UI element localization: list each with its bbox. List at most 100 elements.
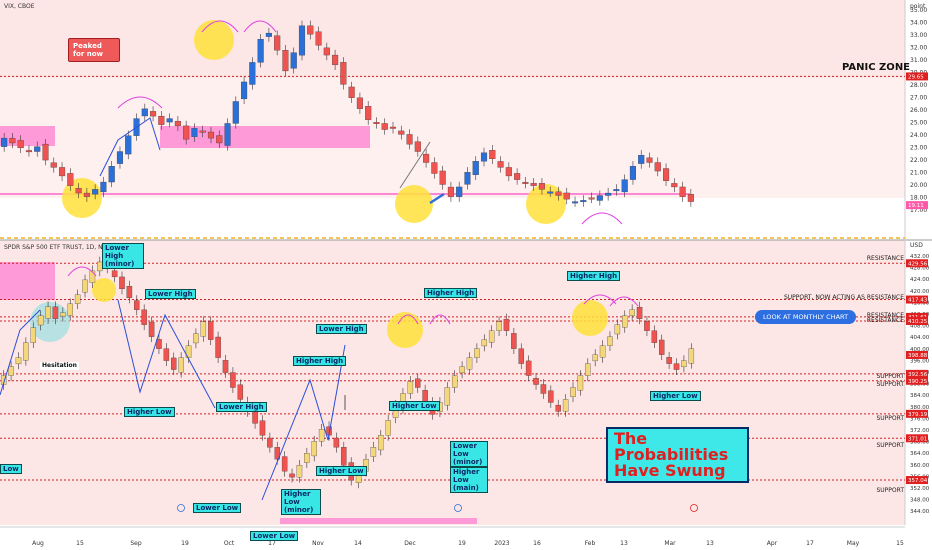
ann-higher-low-2: Higher Low — [389, 401, 440, 411]
vix-candle-68 — [563, 192, 570, 200]
top-tick-2: 33.00 — [910, 32, 927, 39]
vix-candle-12 — [100, 181, 107, 193]
bottom-tick-15: 372.00 — [910, 428, 930, 434]
top-tick-16: 17.00 — [910, 207, 927, 214]
ann-low-left: Low — [0, 464, 22, 474]
spy-trend-a — [0, 309, 41, 396]
spy-candle-16 — [119, 276, 125, 290]
vix-candle-61 — [505, 167, 512, 177]
vix-candle-48 — [398, 130, 405, 135]
vix-arc-1 — [201, 20, 239, 33]
top-tick-3: 32.00 — [910, 45, 927, 52]
vix-candle-22 — [183, 125, 190, 140]
spy-highlight-2 — [572, 300, 608, 336]
bottom-pricetag-0: 429.56 — [908, 261, 928, 267]
vix-candle-1 — [9, 137, 16, 144]
top-tick-6: 28.00 — [910, 82, 927, 89]
spy-candle-76 — [562, 399, 569, 412]
monthly-chart-button[interactable]: LOOK AT MONTHLY CHART — [755, 310, 857, 324]
bottom-tick-22: 344.00 — [910, 509, 930, 515]
vix-candle-72 — [596, 195, 603, 201]
spy-candle-78 — [577, 375, 584, 391]
bottom-tick-12: 384.00 — [910, 393, 930, 399]
spy-candle-12 — [89, 270, 96, 283]
ann-lower-high-3: Lower High — [216, 402, 267, 412]
spy-candle-23 — [171, 357, 177, 370]
vix-candle-32 — [265, 32, 272, 37]
vix-candle-52 — [431, 162, 438, 174]
spy-candle-32 — [237, 384, 244, 400]
spy-candle-39 — [289, 473, 295, 478]
x-tick-9: 19 — [458, 540, 466, 547]
vix-candle-49 — [406, 134, 413, 145]
spy-candle-7 — [52, 306, 59, 319]
vix-candle-13 — [108, 166, 115, 183]
vix-arc-2 — [243, 20, 277, 33]
spy-candle-70 — [518, 348, 524, 364]
vix-trendline — [99, 117, 161, 177]
top-tick-15: 18.00 — [910, 195, 927, 202]
bottom-pane-title: SPDR S&P 500 ETF TRUST, 1D, NYSE — [4, 244, 114, 251]
bottom-tick-0: 432.00 — [910, 254, 930, 260]
vix-candle-76 — [629, 166, 636, 180]
spy-candle-69 — [511, 333, 517, 349]
spy-arc-0 — [67, 266, 97, 277]
x-tick-14: Mar — [664, 540, 676, 547]
ann-lower-high-minor: Lower High (minor) — [102, 243, 144, 269]
top-tick-0: 35.00 — [910, 7, 927, 14]
bottom-tick-2: 424.00 — [910, 277, 930, 283]
spy-candle-80 — [592, 354, 598, 362]
level-label-7: SUPPORT — [876, 442, 904, 449]
vix-candle-3 — [25, 150, 33, 153]
ann-higher-low-1: Higher Low — [124, 407, 175, 417]
spy-candle-4 — [30, 327, 37, 343]
spy-candle-3 — [23, 342, 29, 361]
level-label-8: SUPPORT — [876, 487, 904, 494]
top-pricetag-bg-1 — [906, 201, 928, 210]
vix-highlight-3 — [526, 184, 566, 224]
top-pricetag-bg-0 — [906, 72, 928, 81]
vix-zone-left — [0, 126, 55, 146]
vix-candle-59 — [489, 150, 496, 160]
x-tick-7: 14 — [354, 540, 362, 547]
vix-candle-73 — [605, 192, 612, 196]
spy-candle-36 — [267, 437, 273, 448]
vix-candle-63 — [522, 182, 529, 184]
bottom-tick-9: 396.00 — [910, 358, 930, 364]
spy-candle-24 — [178, 357, 184, 373]
spy-trend-b — [117, 299, 216, 409]
vix-candle-74 — [613, 189, 620, 192]
spy-candle-63 — [466, 357, 473, 370]
spy-candle-52 — [385, 420, 391, 436]
vix-candle-58 — [480, 152, 488, 162]
bottom-pricetag-bg-6 — [906, 376, 928, 385]
vix-arc-3 — [581, 212, 623, 225]
bottom-tick-3: 420.00 — [910, 289, 930, 295]
x-tick-4: Oct — [224, 540, 235, 547]
peaked-callout: Peaked for now — [68, 38, 120, 62]
level-label-2: RESISTANCE — [866, 312, 904, 319]
vix-candle-39 — [323, 47, 330, 56]
bottom-tick-16: 368.00 — [910, 440, 930, 446]
top-tick-4: 31.00 — [910, 57, 927, 64]
vix-candle-31 — [257, 39, 264, 63]
bottom-pricetag-bg-8 — [906, 434, 928, 443]
vix-candle-54 — [447, 186, 454, 197]
bottom-pricetag-bg-4 — [906, 350, 928, 359]
x-tick-6: Nov — [312, 540, 324, 547]
spy-candle-35 — [259, 420, 266, 436]
vix-candle-2 — [17, 140, 24, 149]
spy-candle-89 — [658, 339, 665, 355]
vix-candle-53 — [439, 170, 446, 185]
x-tick-11: 16 — [533, 540, 541, 547]
spy-candle-18 — [134, 300, 140, 310]
ann-higher-low-4: Higher Low — [316, 466, 367, 476]
spy-trend-c — [261, 344, 346, 501]
spy-highlight-1 — [387, 312, 423, 348]
x-tick-10: 2023 — [494, 540, 509, 547]
ann-lower-low-1: Lower Low — [193, 503, 242, 513]
vix-candle-70 — [580, 200, 587, 203]
vix-candle-42 — [348, 86, 355, 98]
spy-candle-9 — [67, 303, 73, 316]
x-tick-5: 17 — [268, 540, 276, 547]
